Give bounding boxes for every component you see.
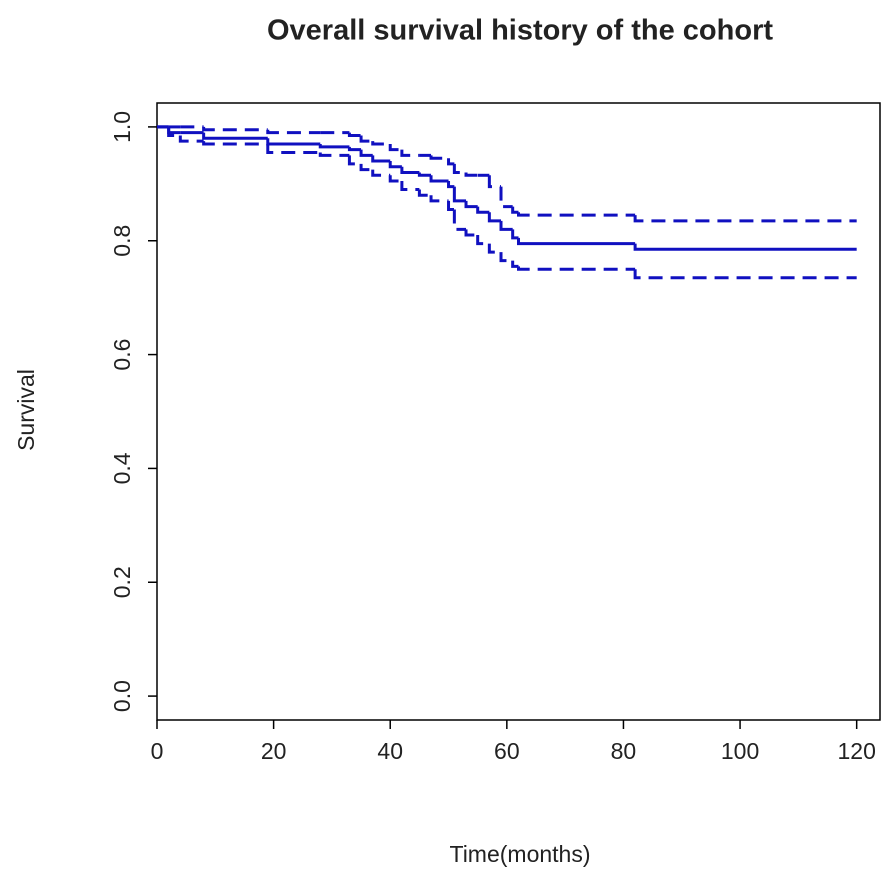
ci-step — [347, 155, 362, 166]
ci-step — [266, 143, 321, 155]
y-tick-label: 1.0 — [109, 111, 135, 143]
y-axis-label: Survival — [13, 369, 39, 451]
y-tick-label: 0.0 — [109, 680, 135, 712]
ci-step — [202, 141, 268, 146]
ci-step — [499, 186, 513, 209]
ci-step — [499, 252, 513, 263]
survival-step — [487, 212, 502, 223]
ci-step — [400, 180, 420, 192]
x-tick-label: 80 — [611, 738, 637, 764]
y-tick-label: 0.4 — [109, 452, 135, 484]
survival-step — [476, 206, 490, 214]
survival-step — [511, 229, 519, 240]
survival-step — [371, 155, 391, 163]
survival-step — [202, 132, 268, 140]
ci-step — [167, 126, 181, 137]
ci-step — [487, 243, 502, 254]
ci-step — [447, 158, 455, 166]
ci-step — [511, 206, 519, 214]
survival-step — [464, 200, 478, 209]
ci-step — [511, 260, 519, 268]
plot-frame — [156, 102, 881, 721]
survival-step — [400, 166, 420, 174]
survival-step — [429, 175, 449, 183]
x-tick-label: 120 — [837, 738, 875, 764]
survival-step — [388, 161, 402, 169]
ci-step — [266, 129, 321, 135]
ci-step — [464, 229, 478, 237]
chart-title: Overall survival history of the cohort — [267, 15, 773, 47]
ci-step — [633, 215, 857, 223]
ci-step — [633, 269, 857, 280]
ci-step — [429, 195, 449, 203]
ci-step — [388, 175, 402, 183]
x-tick-label: 60 — [494, 738, 520, 764]
survival-step — [499, 220, 513, 231]
x-axis-label: Time(months) — [450, 841, 591, 867]
ci-step — [429, 155, 449, 160]
ci-step — [476, 235, 490, 246]
ci-step — [359, 163, 373, 172]
survival-step — [318, 143, 350, 149]
x-tick-label: 40 — [377, 738, 403, 764]
survival-step — [417, 172, 432, 177]
y-tick-label: 0.8 — [109, 225, 135, 257]
ci-step — [178, 135, 204, 143]
ci-step — [452, 163, 467, 174]
ci-step — [388, 143, 402, 152]
ci-step — [447, 200, 455, 211]
ci-step — [371, 169, 391, 177]
ci-step — [464, 172, 478, 177]
ci-step — [517, 212, 636, 217]
survival-step — [517, 237, 636, 246]
x-tick-label: 20 — [261, 738, 287, 764]
ci-step — [202, 126, 268, 132]
ci-step — [318, 152, 350, 157]
ci-step — [359, 135, 373, 143]
survival-step — [359, 149, 373, 157]
x-tick-label: 0 — [151, 738, 164, 764]
ci-step — [371, 141, 391, 146]
ci-step — [517, 266, 636, 271]
y-tick-label: 0.6 — [109, 339, 135, 371]
survival-step — [633, 243, 857, 251]
survival-step — [347, 146, 362, 152]
ci-step — [417, 189, 432, 197]
survival-step — [266, 138, 321, 146]
ci-step — [452, 209, 467, 231]
ci-step — [347, 132, 362, 137]
y-tick-label: 0.2 — [109, 566, 135, 598]
ci-step — [400, 149, 420, 157]
survival-step — [452, 186, 467, 203]
x-tick-label: 100 — [721, 738, 759, 764]
ci-step — [487, 175, 502, 189]
survival-step — [447, 180, 455, 189]
